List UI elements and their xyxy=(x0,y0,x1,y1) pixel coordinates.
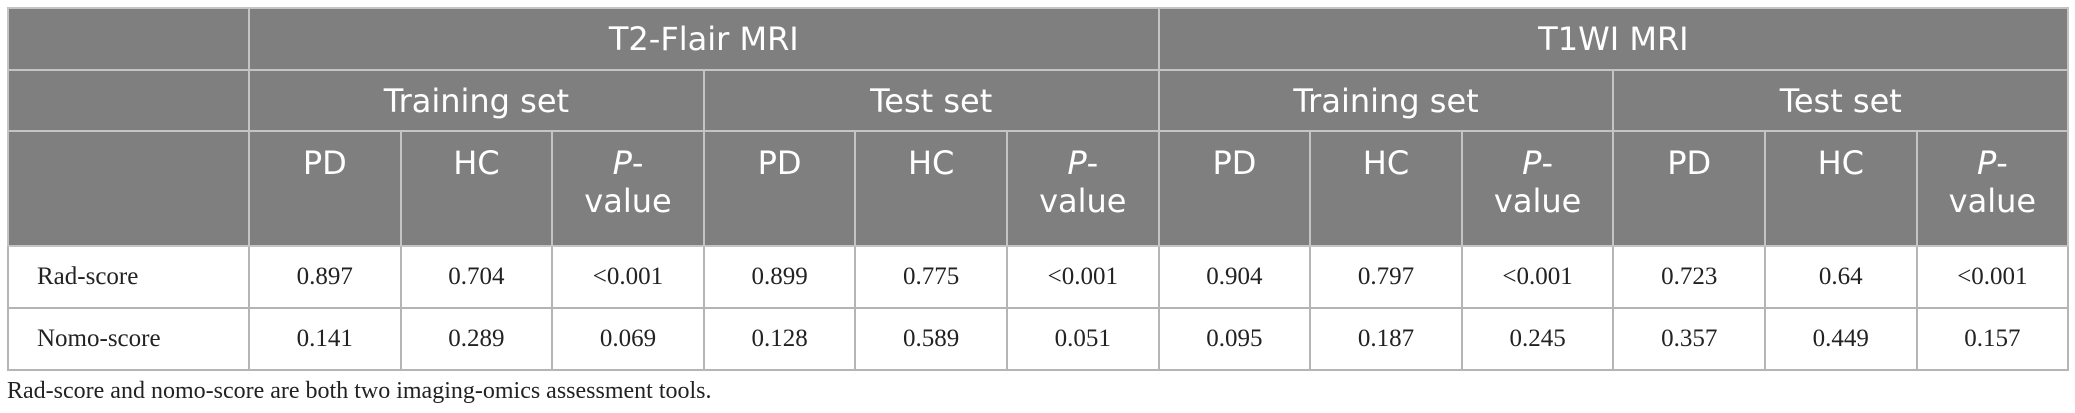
set-header: Test set xyxy=(1612,69,2070,132)
row-label: Rad-score xyxy=(7,245,250,309)
row-label: Nomo-score xyxy=(7,307,250,371)
column-header: HC xyxy=(399,130,554,247)
column-header: P-value xyxy=(1915,130,2070,247)
column-header: HC xyxy=(854,130,1008,247)
cell-value: <0.001 xyxy=(1460,245,1615,309)
column-header: HC xyxy=(1309,130,1463,247)
corner-cell xyxy=(7,7,250,71)
cell-value: 0.357 xyxy=(1612,307,1766,371)
cell-value: <0.001 xyxy=(1005,245,1160,309)
column-header: PD xyxy=(248,130,402,247)
footnote: Rad-score and nomo-score are both two im… xyxy=(7,378,712,404)
cell-value: 0.128 xyxy=(702,307,857,371)
column-header: HC xyxy=(1763,130,1918,247)
column-header-text: -value xyxy=(1948,144,2037,220)
set-header: Training set xyxy=(1157,69,1615,132)
cell-value: <0.001 xyxy=(551,245,705,309)
cell-value: 0.187 xyxy=(1309,307,1463,371)
cell-value: 0.704 xyxy=(399,245,554,309)
column-header-italic: P xyxy=(1067,144,1087,182)
column-header-italic: P xyxy=(1976,144,1997,182)
cell-value: 0.904 xyxy=(1157,245,1312,309)
column-header-text: -value xyxy=(584,144,672,220)
cell-value: 0.589 xyxy=(854,307,1008,371)
data-row: Nomo-score 0.141 0.289 0.069 0.128 0.589 0.051… xyxy=(7,307,2070,371)
header-row: Training set Test set Training set Test set xyxy=(7,69,2070,132)
column-header: P-value xyxy=(1460,130,1615,247)
column-header-text: -value xyxy=(1493,144,1582,220)
cell-value: 0.051 xyxy=(1005,307,1160,371)
modality-header: T2-Flair MRI xyxy=(248,7,1160,71)
cell-value: 0.897 xyxy=(248,245,402,309)
cell-value: 0.069 xyxy=(551,307,705,371)
column-header: PD xyxy=(1612,130,1766,247)
cell-value: 0.245 xyxy=(1460,307,1615,371)
cell-value: 0.289 xyxy=(399,307,554,371)
cell-value: 0.797 xyxy=(1309,245,1463,309)
cell-value: 0.095 xyxy=(1157,307,1312,371)
data-row: Rad-score 0.897 0.704 <0.001 0.899 0.775 <0.00… xyxy=(7,245,2070,309)
cell-value: 0.723 xyxy=(1612,245,1766,309)
column-header-italic: P xyxy=(612,144,632,182)
cell-value: 0.64 xyxy=(1763,245,1918,309)
set-header: Test set xyxy=(702,69,1160,132)
header-row: T2-Flair MRI T1WI MRI xyxy=(7,7,2070,71)
cell-value: 0.449 xyxy=(1763,307,1918,371)
column-header: P-value xyxy=(1005,130,1160,247)
results-table: T2-Flair MRI T1WI MRI Training set Test set… xyxy=(7,7,2070,371)
corner-cell xyxy=(7,69,250,132)
cell-value: 0.141 xyxy=(248,307,402,371)
cell-value: 0.157 xyxy=(1915,307,2070,371)
cell-value: <0.001 xyxy=(1915,245,2070,309)
table-header: T2-Flair MRI T1WI MRI Training set Test set… xyxy=(7,7,2070,247)
column-header: PD xyxy=(1157,130,1312,247)
column-header-italic: P xyxy=(1522,144,1542,182)
table-body: Rad-score 0.897 0.704 <0.001 0.899 0.775 <0.00… xyxy=(7,245,2070,371)
header-row: PD HC P-value PD HC P-value PD HC P-value PD HC P-v… xyxy=(7,130,2070,247)
cell-value: 0.775 xyxy=(854,245,1008,309)
modality-header: T1WI MRI xyxy=(1157,7,2070,71)
corner-cell xyxy=(7,130,250,247)
column-header: P-value xyxy=(551,130,705,247)
column-header: PD xyxy=(702,130,857,247)
set-header: Training set xyxy=(248,69,705,132)
column-header-text: -value xyxy=(1039,144,1127,220)
cell-value: 0.899 xyxy=(702,245,857,309)
